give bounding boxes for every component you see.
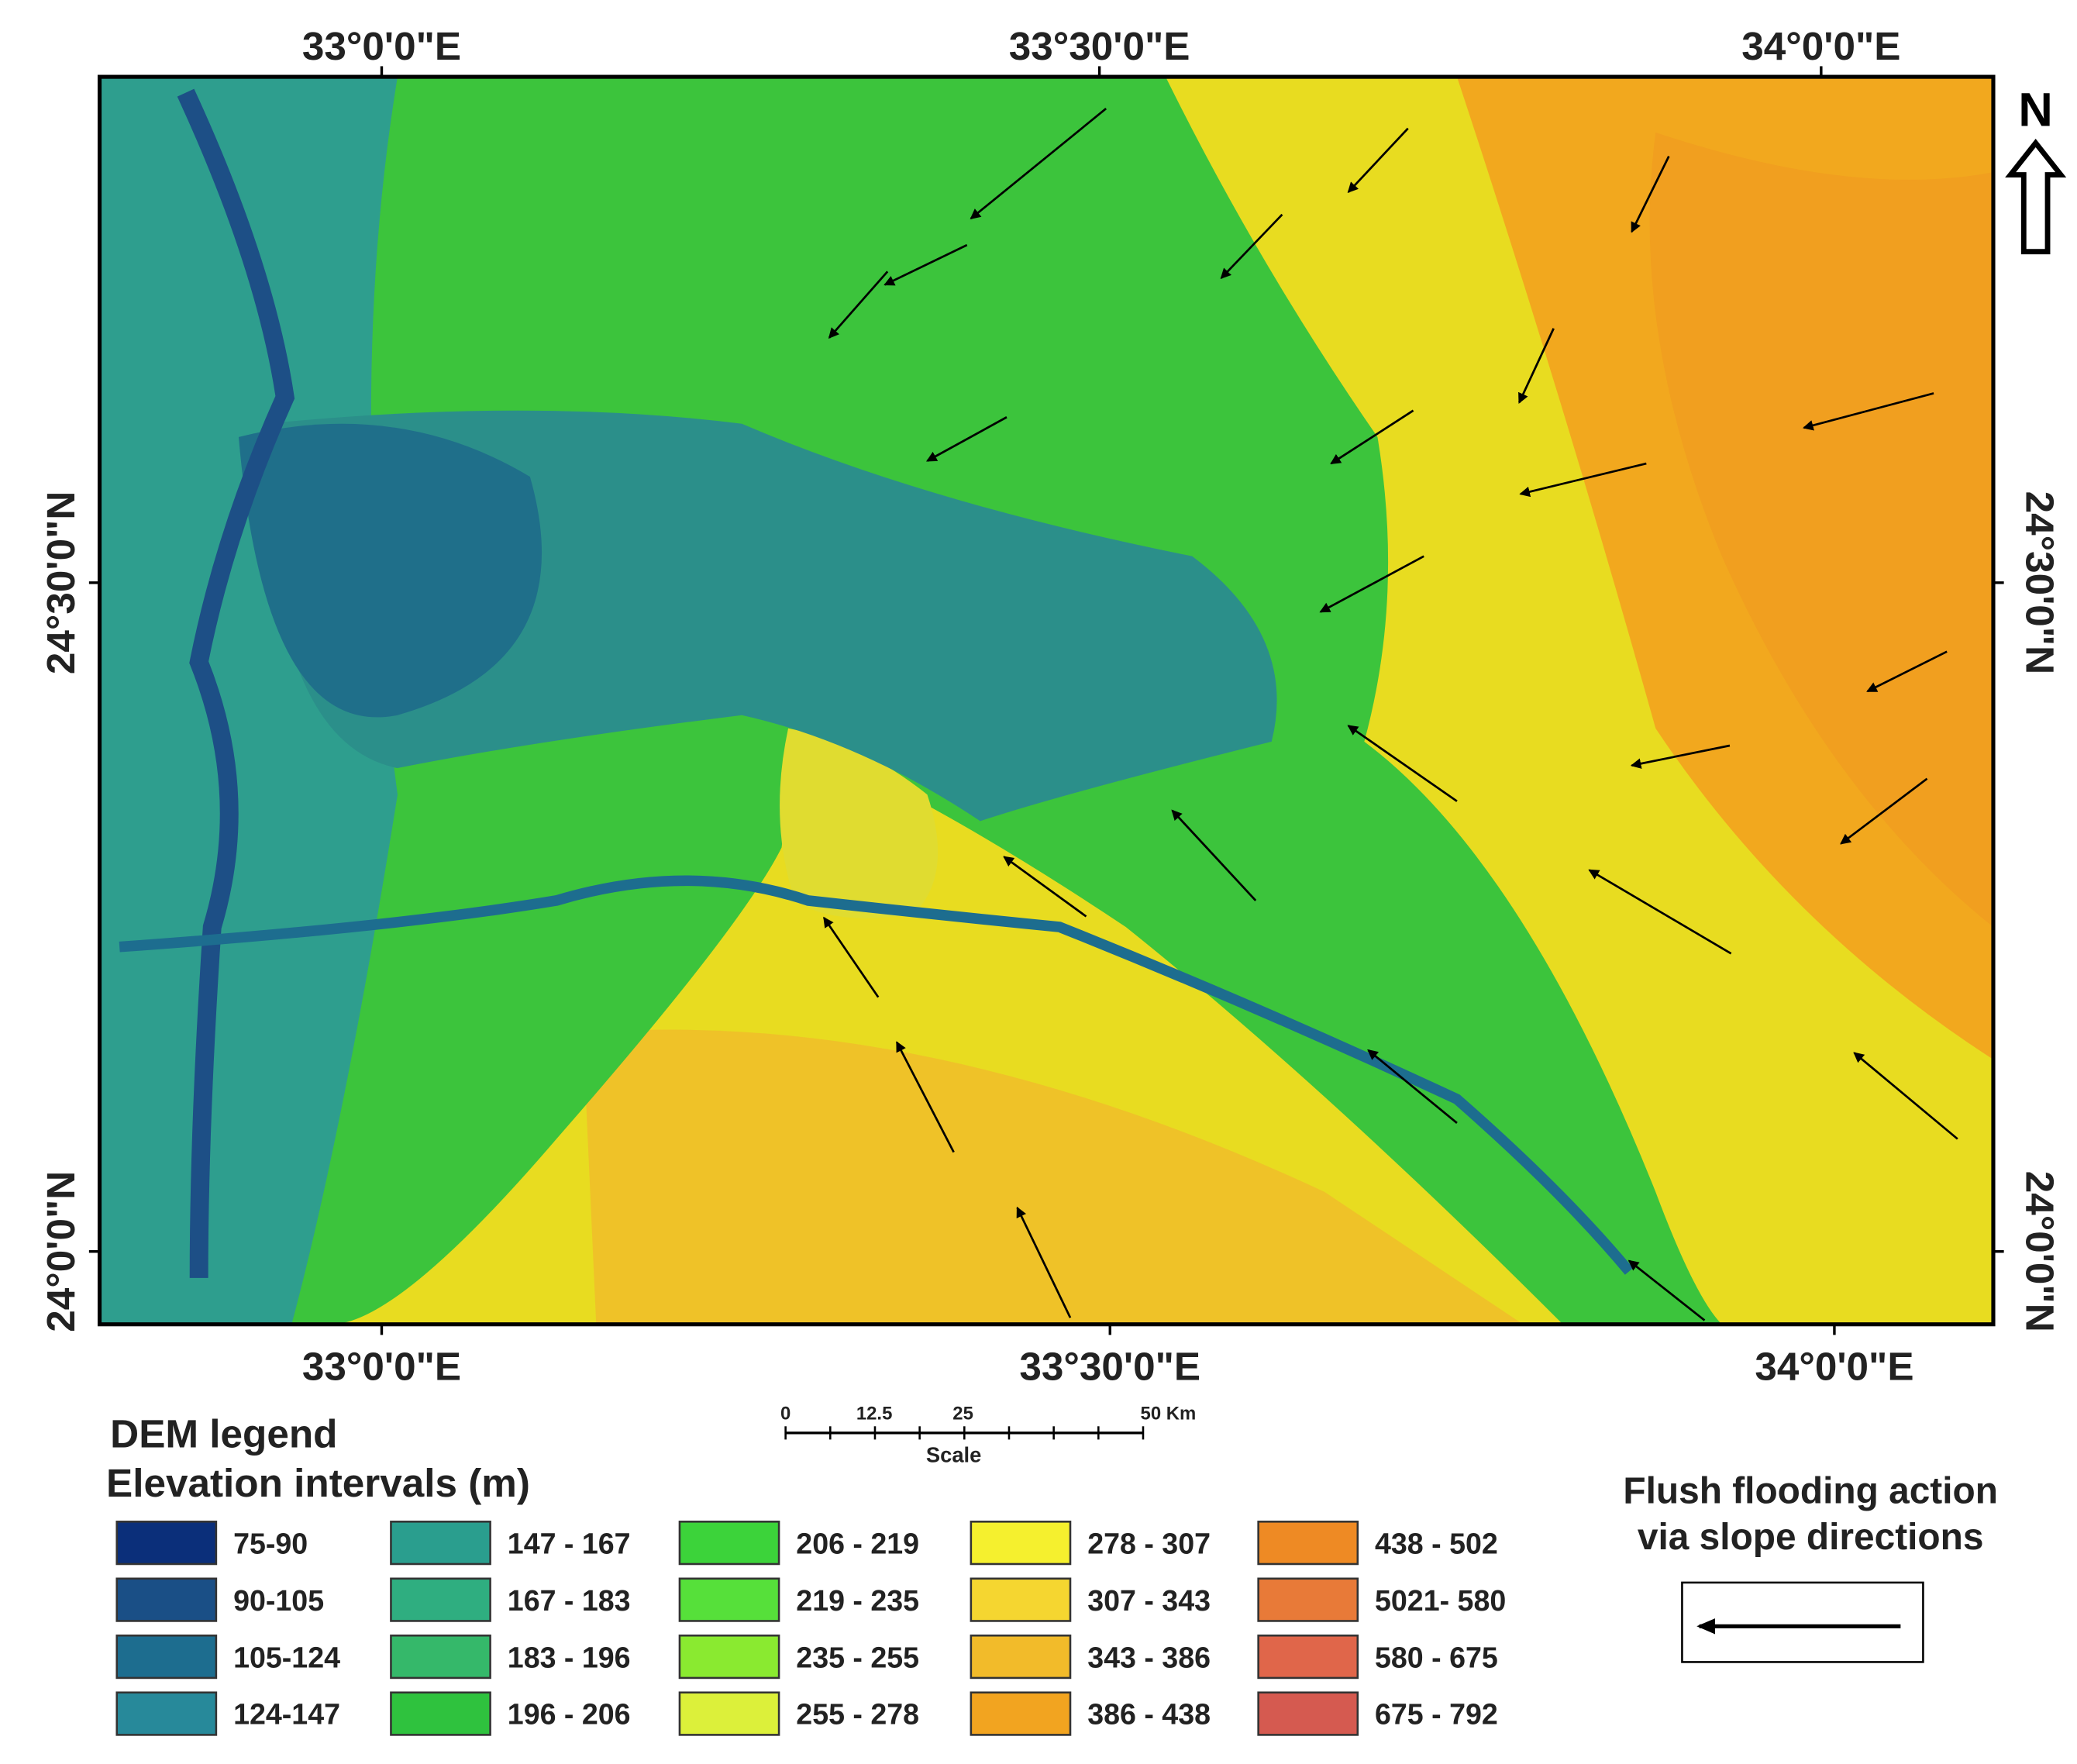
flow-arrow xyxy=(1588,869,1732,955)
legend-label: 183 - 196 xyxy=(508,1641,631,1673)
legend-label: 147 - 167 xyxy=(508,1527,631,1559)
legend-swatch xyxy=(1257,1691,1359,1736)
top-coordinate-label: 34°0'0"E xyxy=(1741,24,1900,68)
legend-label: 255 - 278 xyxy=(796,1698,919,1731)
flood-legend-title: via slope directions xyxy=(1638,1517,1984,1558)
flow-arrow xyxy=(1853,1052,1958,1140)
flow-arrow xyxy=(1631,156,1670,233)
legend-swatch xyxy=(1257,1521,1359,1566)
left-coordinate-label: 24°30'0"N xyxy=(39,491,83,675)
flow-arrow xyxy=(1519,462,1647,498)
legend-swatch xyxy=(678,1691,780,1736)
flow-arrow xyxy=(895,1041,955,1153)
flow-arrow xyxy=(1220,213,1283,280)
legend-swatch xyxy=(970,1577,1072,1622)
legend-swatch xyxy=(115,1521,218,1566)
legend-swatch xyxy=(678,1521,780,1566)
flow-arrow xyxy=(1367,1049,1458,1125)
legend-swatch xyxy=(390,1521,491,1566)
scale-label: 12.5 xyxy=(856,1404,893,1425)
flow-arrow xyxy=(1628,1259,1706,1321)
flow-arrow xyxy=(1630,744,1731,769)
north-arrow xyxy=(2005,139,2067,255)
legend-label: 580 - 675 xyxy=(1375,1641,1498,1673)
legend-swatch xyxy=(970,1691,1072,1736)
legend-swatch xyxy=(678,1634,780,1680)
flow-arrow xyxy=(1347,725,1458,802)
legend-label: 75-90 xyxy=(233,1527,308,1559)
legend-label: 167 - 183 xyxy=(508,1584,631,1617)
map-frame xyxy=(97,74,1996,1327)
flow-arrow xyxy=(884,243,968,286)
legend-swatch xyxy=(115,1691,218,1736)
scale-title: Scale xyxy=(926,1442,981,1466)
legend-swatch xyxy=(390,1691,491,1736)
right-coordinate-label: 24°30'0"N xyxy=(2018,491,2062,675)
legend-swatch xyxy=(115,1634,218,1680)
legend-label: 343 - 386 xyxy=(1087,1641,1211,1673)
legend-swatch xyxy=(115,1577,218,1622)
legend-label: 124-147 xyxy=(233,1698,340,1731)
legend-subtitle: Elevation intervals (m) xyxy=(106,1461,530,1505)
bottom-coordinate-label: 33°30'0"E xyxy=(1019,1344,1200,1388)
flow-arrow xyxy=(828,270,889,339)
legend-swatch xyxy=(1257,1577,1359,1622)
legend-label: 90-105 xyxy=(233,1584,324,1617)
legend-swatch xyxy=(970,1634,1072,1680)
bottom-coordinate-label: 34°0'0"E xyxy=(1755,1344,1913,1388)
flood-legend-title: Flush flooding action xyxy=(1623,1470,1998,1511)
flow-arrow xyxy=(1866,650,1948,693)
flow-arrow xyxy=(925,416,1008,462)
legend-swatch xyxy=(390,1577,491,1622)
legend-title: DEM legend xyxy=(110,1412,337,1456)
flow-arrow xyxy=(1319,555,1424,613)
legend-label: 438 - 502 xyxy=(1375,1527,1498,1559)
flow-arrow xyxy=(1003,856,1087,918)
flow-arrow xyxy=(823,916,880,998)
legend-label: 105-124 xyxy=(233,1641,340,1673)
flow-arrow xyxy=(1802,392,1934,431)
flow-arrow xyxy=(1330,409,1414,465)
flow-arrow xyxy=(1840,777,1928,845)
top-coordinate-label: 33°30'0"E xyxy=(1009,24,1190,68)
legend-swatch xyxy=(1257,1634,1359,1680)
right-coordinate-label: 24°0'0"N xyxy=(2018,1171,2062,1332)
legend-label: 196 - 206 xyxy=(508,1698,631,1731)
legend-label: 307 - 343 xyxy=(1087,1584,1211,1617)
scale-label: 25 xyxy=(952,1404,973,1425)
legend-label: 206 - 219 xyxy=(796,1527,919,1559)
legend-label: 278 - 307 xyxy=(1087,1527,1211,1559)
scale-label: 0 xyxy=(780,1404,790,1425)
legend-label: 219 - 235 xyxy=(796,1584,919,1617)
flow-arrow xyxy=(1347,127,1409,194)
scale-label: 50 Km xyxy=(1141,1404,1197,1425)
left-coordinate-label: 24°0'0"N xyxy=(39,1171,83,1332)
flood-legend-box xyxy=(1681,1581,1924,1663)
legend-label: 386 - 438 xyxy=(1087,1698,1211,1731)
flow-arrow xyxy=(1171,809,1257,901)
legend-label: 5021- 580 xyxy=(1375,1584,1506,1617)
north-label: N xyxy=(2018,83,2052,136)
flow-arrow xyxy=(1016,1206,1072,1318)
bottom-coordinate-label: 33°0'0"E xyxy=(302,1344,461,1388)
scale-bar: 0 12.5 25 50 Km Scale xyxy=(780,1404,1196,1467)
top-coordinate-label: 33°0'0"E xyxy=(302,24,461,68)
legend-label: 675 - 792 xyxy=(1375,1698,1498,1731)
legend-swatch xyxy=(970,1521,1072,1566)
legend-label: 235 - 255 xyxy=(796,1641,919,1673)
dem-map xyxy=(99,77,1993,1325)
flow-arrow xyxy=(970,108,1107,220)
legend-swatch xyxy=(678,1577,780,1622)
legend-swatch xyxy=(390,1634,491,1680)
flow-arrow xyxy=(1518,328,1555,404)
